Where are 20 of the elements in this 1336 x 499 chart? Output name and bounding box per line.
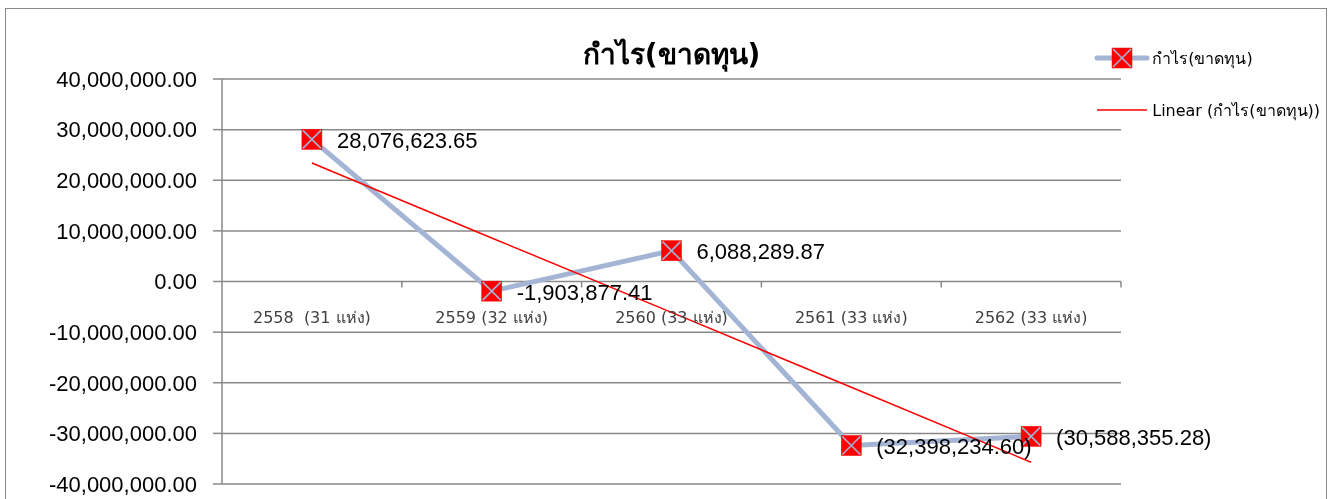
data-label: (30,588,355.28) (1056, 424, 1212, 450)
y-tick-label: 30,000,000.00 (56, 117, 197, 143)
y-tick-label: -40,000,000.00 (48, 471, 197, 497)
data-label: 6,088,289.87 (696, 239, 825, 265)
y-tick-label: 0.00 (154, 269, 197, 295)
x-tick-label: 2560 (33 แห่ง) (615, 308, 728, 327)
data-label: 28,076,623.65 (336, 127, 478, 153)
y-tick-label: 20,000,000.00 (56, 168, 197, 194)
y-tick-label: -30,000,000.00 (48, 421, 197, 447)
x-tick-label: 2561 (33 แห่ง) (794, 308, 908, 327)
legend-label: Linear (กำไร(ขาดทุน)) (1152, 99, 1320, 123)
y-tick-label: 10,000,000.00 (56, 218, 197, 244)
x-tick-label: 2559 (32 แห่ง) (435, 308, 549, 327)
chart-title: กำไร(ขาดทุน) (581, 37, 762, 73)
x-tick-label: 2558 (31 แห่ง) (252, 308, 371, 327)
y-tick-label: 40,000,000.00 (56, 66, 197, 92)
y-tick-label: -10,000,000.00 (48, 319, 197, 345)
legend-label: กำไร(ขาดทุน) (1152, 47, 1253, 71)
x-tick-label: 2562 (33 แห่ง) (974, 308, 1088, 327)
y-tick-label: -20,000,000.00 (48, 370, 197, 396)
